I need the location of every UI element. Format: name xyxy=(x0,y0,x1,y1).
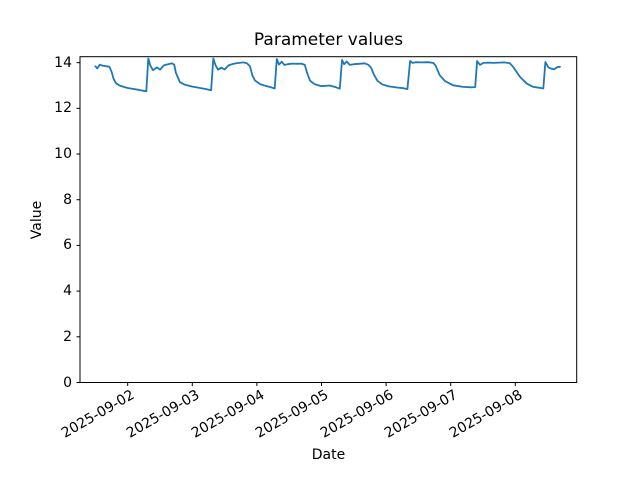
y-axis-label: Value xyxy=(29,200,45,240)
series-line xyxy=(94,57,561,93)
y-tick-label: 2 xyxy=(63,328,72,345)
y-tick-label: 0 xyxy=(63,374,72,391)
y-tick-label: 4 xyxy=(63,283,72,300)
y-tick-label: 12 xyxy=(54,100,72,117)
y-tick-label: 8 xyxy=(63,191,72,208)
x-axis-label: Date xyxy=(311,447,346,463)
y-tick-label: 14 xyxy=(54,54,72,71)
chart-title: Parameter values xyxy=(253,30,404,50)
y-tick-label: 10 xyxy=(54,146,72,163)
y-tick-label: 6 xyxy=(63,237,72,254)
plot-spines xyxy=(79,56,578,383)
